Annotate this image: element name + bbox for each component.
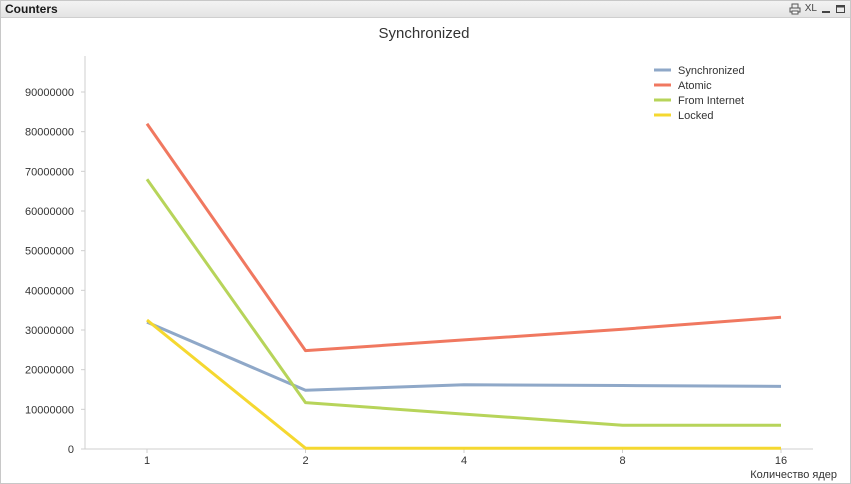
y-tick-label: 30000000 bbox=[25, 325, 74, 337]
print-icon[interactable] bbox=[789, 3, 801, 15]
x-tick-label: 2 bbox=[302, 455, 308, 467]
y-tick-label: 60000000 bbox=[25, 206, 74, 218]
legend-label: Synchronized bbox=[678, 65, 745, 77]
minimize-icon[interactable] bbox=[821, 3, 831, 15]
series-lines bbox=[145, 122, 782, 450]
line-chart: Synchronized 010000000200000003000000040… bbox=[25, 25, 837, 481]
maximize-icon[interactable] bbox=[835, 3, 846, 15]
series-line-locked bbox=[146, 318, 781, 450]
legend-label: From Internet bbox=[678, 95, 744, 107]
legend: Synchronized Atomic From Internet Locked bbox=[654, 65, 745, 122]
series-line-from-internet bbox=[145, 178, 781, 427]
y-tick-label: 80000000 bbox=[25, 127, 74, 139]
y-tick-label: 90000000 bbox=[25, 87, 74, 99]
x-axis-ticks: 1 2 4 8 16 bbox=[144, 449, 787, 467]
excel-export-button[interactable]: XL bbox=[804, 3, 817, 14]
x-tick-label: 8 bbox=[619, 455, 625, 467]
legend-label: Atomic bbox=[678, 80, 712, 92]
y-axis-ticks: 0 10000000 20000000 30000000 40000000 5000000… bbox=[25, 87, 85, 456]
window-titlebar: Counters XL bbox=[1, 1, 850, 18]
y-tick-label: 40000000 bbox=[25, 285, 74, 297]
y-tick-label: 70000000 bbox=[25, 166, 74, 178]
series-line-atomic bbox=[145, 122, 782, 353]
y-tick-label: 50000000 bbox=[25, 246, 74, 258]
window-title: Counters bbox=[5, 2, 58, 16]
x-axis-label: Количество ядер bbox=[750, 469, 837, 481]
y-tick-label: 20000000 bbox=[25, 365, 74, 377]
x-tick-label: 4 bbox=[461, 455, 467, 467]
x-tick-label: 16 bbox=[775, 455, 787, 467]
y-tick-label: 0 bbox=[68, 444, 74, 456]
window-controls: XL bbox=[789, 1, 846, 17]
y-tick-label: 10000000 bbox=[25, 404, 74, 416]
chart-title: Synchronized bbox=[379, 25, 470, 42]
series-line-synchronized bbox=[146, 320, 782, 392]
legend-label: Locked bbox=[678, 110, 713, 122]
x-tick-label: 1 bbox=[144, 455, 150, 467]
